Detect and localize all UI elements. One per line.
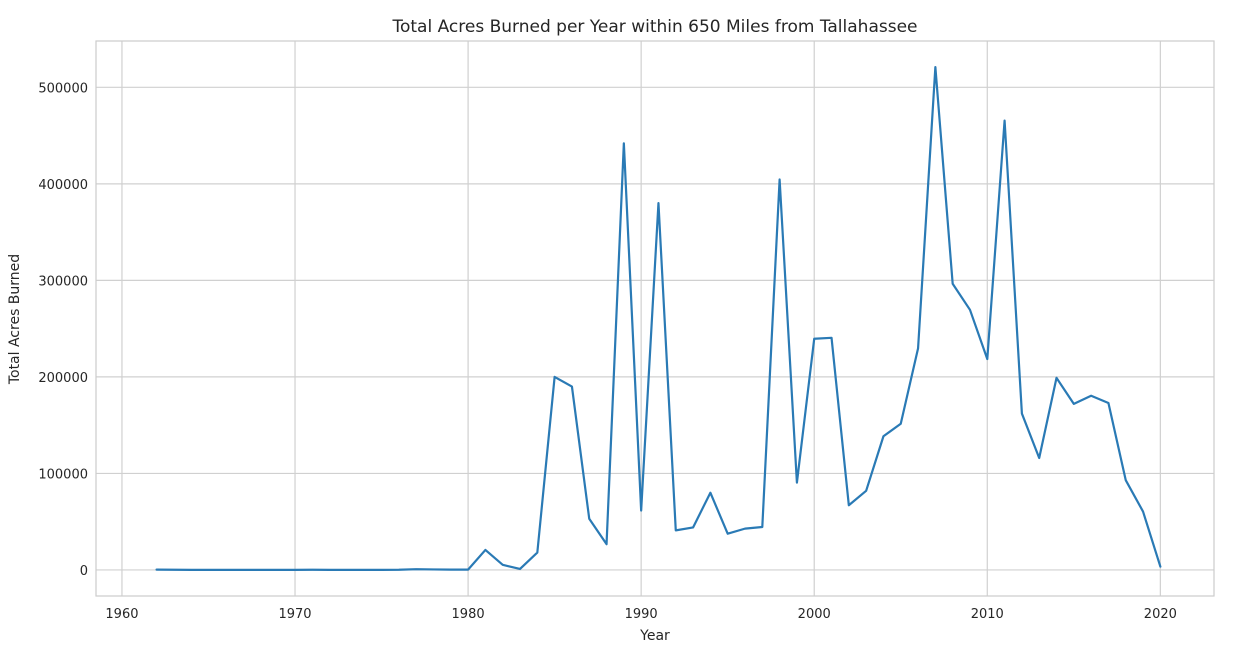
- x-tick-label: 1990: [625, 607, 658, 622]
- y-tick-label: 200000: [38, 371, 88, 386]
- x-tick-label: 2000: [798, 607, 831, 622]
- tick-labels: 1960 1970 1980 1990 2000 2010 2020 0 100000 20000…: [38, 81, 1177, 622]
- x-tick-label: 1980: [452, 607, 485, 622]
- grid-lines: [96, 41, 1214, 596]
- chart-title: Total Acres Burned per Year within 650 M…: [391, 17, 917, 37]
- plot-frame: [95, 40, 1215, 597]
- x-tick-label: 1970: [278, 607, 311, 622]
- x-tick-label: 2010: [971, 607, 1004, 622]
- y-tick-label: 400000: [38, 178, 88, 193]
- x-tick-label: 1960: [105, 607, 138, 622]
- y-tick-label: 500000: [38, 81, 88, 96]
- x-axis-label: Year: [639, 628, 670, 644]
- series-line: [155, 65, 1162, 571]
- y-axis-label: Total Acres Burned: [7, 254, 23, 385]
- x-tick-label: 2020: [1144, 607, 1177, 622]
- y-tick-label: 0: [80, 564, 88, 579]
- y-tick-label: 100000: [38, 467, 88, 482]
- series-layer: [155, 65, 1162, 571]
- y-tick-label: 300000: [38, 274, 88, 289]
